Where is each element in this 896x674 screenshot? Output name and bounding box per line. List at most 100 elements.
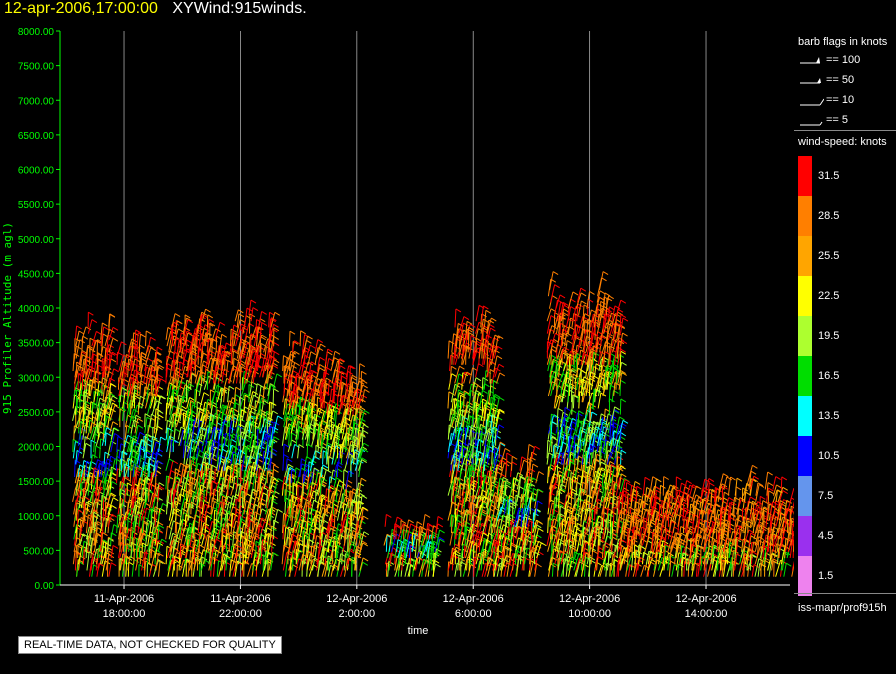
wind-barb — [168, 337, 172, 353]
wind-barb — [169, 360, 173, 378]
wind-barb-flag — [135, 469, 141, 474]
wind-barb-flag — [76, 544, 82, 549]
wind-barb — [133, 345, 136, 359]
wind-barb-flag — [92, 360, 98, 365]
wind-barb — [180, 336, 183, 353]
wind-barb — [148, 493, 154, 509]
wind-barb-flag — [358, 482, 364, 487]
wind-barb-flag — [327, 348, 333, 353]
wind-barb — [186, 489, 191, 503]
wind-barb-flag — [188, 383, 195, 388]
wind-barb-flag — [75, 440, 81, 445]
wind-barb-flag — [96, 370, 102, 375]
wind-barb — [110, 524, 115, 540]
wind-barb-flag — [155, 470, 162, 475]
wind-barb-flag — [273, 336, 279, 340]
wind-barb — [103, 406, 106, 421]
wind-barb-flag — [212, 506, 219, 511]
wind-barb-flag — [274, 421, 280, 426]
wind-barb — [73, 537, 78, 552]
wind-barb — [87, 483, 90, 496]
wind-barb — [88, 379, 91, 396]
wind-barb-flag — [437, 523, 444, 528]
wind-barb — [165, 526, 168, 540]
wind-barb — [100, 326, 105, 347]
wind-barb — [132, 373, 138, 390]
wind-barb — [273, 509, 279, 527]
wind-barb — [324, 348, 329, 365]
wind-barb-flag — [124, 440, 130, 444]
wind-barb — [151, 441, 157, 459]
wind-barb — [79, 517, 82, 534]
wind-barb-flag — [181, 405, 187, 410]
wind-barb — [151, 520, 155, 534]
wind-barb — [87, 461, 92, 478]
wind-barb — [125, 557, 128, 577]
wind-barb-flag — [158, 482, 165, 487]
wind-barb — [212, 488, 215, 502]
wind-barb-flag — [273, 359, 280, 364]
wind-barb — [134, 329, 137, 347]
wind-barb-flag — [113, 427, 119, 432]
wind-barb — [104, 432, 107, 446]
wind-barb — [96, 381, 100, 397]
wind-barb — [109, 352, 113, 365]
wind-barb — [262, 451, 265, 465]
wind-barb-flag — [239, 319, 246, 323]
wind-barb — [186, 383, 190, 403]
wind-barb — [152, 526, 156, 540]
wind-barb-flag — [91, 319, 98, 323]
wind-barb-flag — [124, 463, 131, 468]
wind-barb-flag — [180, 526, 187, 531]
wind-barb-flag — [76, 389, 82, 394]
wind-barb — [97, 486, 102, 503]
wind-barb-flag — [184, 314, 191, 319]
wind-barb-flag — [273, 342, 280, 346]
wind-barb-flag — [102, 532, 108, 536]
wind-barb — [355, 523, 357, 540]
wind-barb — [82, 359, 87, 378]
wind-barb — [182, 410, 188, 428]
wind-barb — [147, 508, 151, 521]
wind-barb — [210, 427, 215, 440]
wind-barb-flag — [215, 538, 222, 543]
wind-barb — [118, 354, 124, 372]
wind-barb — [450, 515, 453, 534]
wind-barb — [209, 543, 212, 559]
wind-barb-flag — [98, 554, 104, 559]
wind-barb-flag — [157, 374, 164, 379]
wind-barb-flag — [112, 544, 119, 549]
wind-barb — [190, 411, 193, 428]
wind-barb — [210, 552, 214, 571]
wind-barb — [172, 483, 178, 503]
wind-barb-flag — [277, 508, 283, 513]
wind-barb-flag — [270, 542, 276, 546]
wind-barb-flag — [143, 501, 150, 506]
wind-barb — [130, 396, 132, 415]
wind-barb — [206, 481, 208, 496]
wind-barb — [101, 551, 106, 565]
wind-barb — [208, 369, 213, 384]
wind-barb-flag — [363, 531, 370, 536]
wind-barb-flag — [143, 522, 150, 526]
wind-barb — [133, 515, 137, 534]
wind-barb-flag — [272, 410, 279, 415]
wind-barb-flag — [78, 509, 84, 514]
wind-barb — [128, 441, 135, 459]
wind-barb-flag — [259, 318, 266, 323]
wind-barb-flag — [186, 330, 193, 335]
wind-barb-flag — [208, 318, 215, 323]
wind-barb-flag — [175, 468, 181, 473]
wind-barb — [136, 381, 139, 396]
wind-barb-flag — [319, 356, 326, 361]
wind-barb — [449, 501, 453, 515]
wind-barb — [108, 313, 111, 328]
wind-barb — [91, 377, 95, 390]
wind-barb — [414, 538, 418, 559]
wind-barb — [181, 477, 185, 490]
wind-barb — [198, 549, 204, 565]
wind-barb — [99, 517, 105, 534]
wind-barb-flag — [397, 516, 403, 521]
wind-barb — [129, 377, 132, 390]
wind-barb-flag — [451, 365, 457, 370]
